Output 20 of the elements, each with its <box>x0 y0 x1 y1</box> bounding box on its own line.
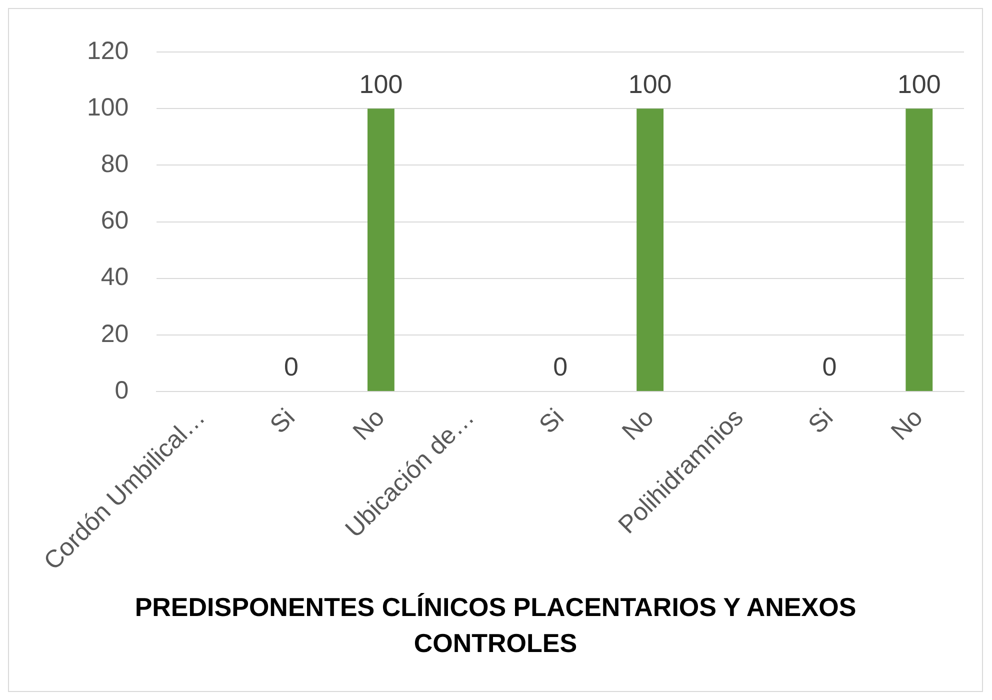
text: PREDISPONENTES CLÍNICOS PLACENTARIOS Y ANEXOS <box>134 591 858 624</box>
x-tick-label: Si <box>534 403 570 439</box>
x-tick-label: No <box>886 403 928 446</box>
y-tick-label: 60 <box>100 206 129 235</box>
data-label: 0 <box>553 352 568 382</box>
data-label: 100 <box>359 68 403 99</box>
text: CONTROLES <box>412 627 578 660</box>
y-tick-label: 0 <box>114 376 129 404</box>
x-tick-label: No <box>348 403 390 446</box>
x-tick-label: Si <box>803 403 839 439</box>
data-label: 100 <box>628 68 672 99</box>
data-label: 0 <box>822 352 837 382</box>
y-tick-label: 120 <box>86 36 129 65</box>
y-tick-label: 100 <box>86 93 129 122</box>
x-tick-label: Si <box>264 403 300 439</box>
y-tick-label: 40 <box>100 263 129 292</box>
y-tick-label: 20 <box>100 320 129 348</box>
data-label: 0 <box>284 352 298 382</box>
y-tick-label: 80 <box>100 150 129 178</box>
data-label: 100 <box>897 68 941 99</box>
